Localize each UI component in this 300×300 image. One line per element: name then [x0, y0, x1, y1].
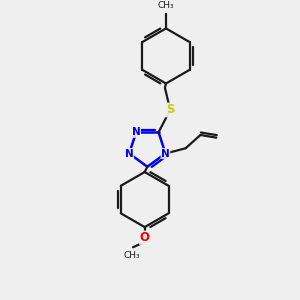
Text: N: N: [161, 148, 170, 158]
Text: S: S: [166, 103, 175, 116]
Text: N: N: [132, 127, 140, 137]
Text: CH₃: CH₃: [124, 251, 140, 260]
Text: O: O: [140, 231, 150, 244]
Text: N: N: [125, 148, 134, 158]
Text: CH₃: CH₃: [158, 1, 174, 10]
